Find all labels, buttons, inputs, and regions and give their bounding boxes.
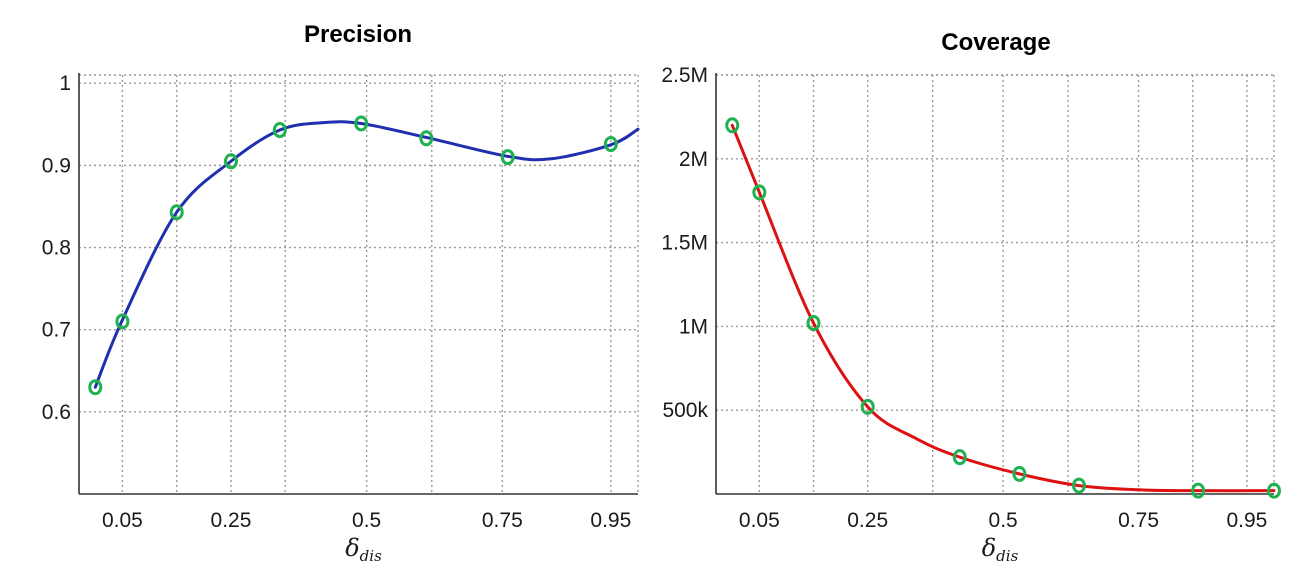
precision-xtick-label-2: 0.5 (352, 509, 381, 532)
precision-xtick-label-1: 0.25 (211, 509, 252, 532)
precision-point-6 (419, 130, 434, 147)
precision-point-5 (354, 115, 369, 132)
coverage-xtick-label-2: 0.5 (989, 509, 1018, 532)
coverage-ytick-label-3: 2M (679, 148, 708, 171)
coverage-title: Coverage (941, 29, 1050, 56)
coverage-ytick-label-1: 1M (679, 315, 708, 338)
coverage-xlabel-symbol: δ (982, 534, 996, 562)
precision-point-0 (88, 379, 103, 396)
coverage-point-1 (752, 184, 767, 201)
coverage-point-8 (1267, 482, 1281, 499)
coverage-xlabel-subscript: dis (996, 547, 1018, 565)
precision-xlabel-symbol: δ (345, 534, 359, 562)
precision-ytick-label-2: 0.8 (42, 237, 71, 260)
coverage-ytick-label-0: 500k (662, 399, 708, 422)
precision-chart: Precision 0.6 0.7 0.8 0.9 1 0.05 0.25 0.5 0.75 0.9… (42, 21, 640, 565)
precision-point-7 (500, 149, 515, 166)
coverage-point-0 (725, 117, 740, 134)
coverage-xtick-label-3: 0.75 (1118, 509, 1159, 532)
precision-point-2 (169, 204, 184, 221)
coverage-xtick-label-0: 0.05 (739, 509, 780, 532)
coverage-point-4 (952, 449, 967, 466)
coverage-ytick-label-2: 1.5M (661, 232, 708, 255)
coverage-point-5 (1012, 465, 1027, 482)
coverage-point-6 (1071, 477, 1086, 494)
coverage-xtick-label-1: 0.25 (847, 509, 888, 532)
coverage-point-3 (860, 398, 875, 415)
precision-xtick-label-0: 0.05 (102, 509, 143, 532)
precision-point-8 (603, 136, 618, 153)
precision-curve (93, 120, 640, 389)
coverage-point-7 (1191, 482, 1206, 499)
precision-point-4 (272, 122, 287, 139)
precision-ytick-label-1: 0.7 (42, 319, 71, 342)
precision-xtick-label-4: 0.95 (590, 509, 631, 532)
precision-ytick-label-4: 1 (59, 72, 71, 95)
precision-xlabel: δdis (345, 534, 382, 565)
coverage-point-2 (806, 315, 821, 332)
precision-xlabel-subscript: dis (360, 547, 382, 565)
precision-point-3 (223, 153, 238, 170)
coverage-xlabel: δdis (982, 534, 1019, 565)
coverage-chart: Coverage 500k 1M 1.5M 2M 2.5M 0.05 0.25 0.5 0.75 0… (661, 29, 1281, 565)
precision-ytick-label-0: 0.6 (42, 401, 71, 424)
precision-point-1 (115, 313, 130, 330)
precision-ytick-label-3: 0.9 (42, 154, 71, 177)
coverage-ytick-label-4: 2.5M (661, 64, 708, 87)
coverage-xtick-label-4: 0.95 (1226, 509, 1267, 532)
coverage-curve (730, 123, 1276, 493)
precision-xtick-label-3: 0.75 (482, 509, 523, 532)
precision-title: Precision (304, 21, 412, 48)
